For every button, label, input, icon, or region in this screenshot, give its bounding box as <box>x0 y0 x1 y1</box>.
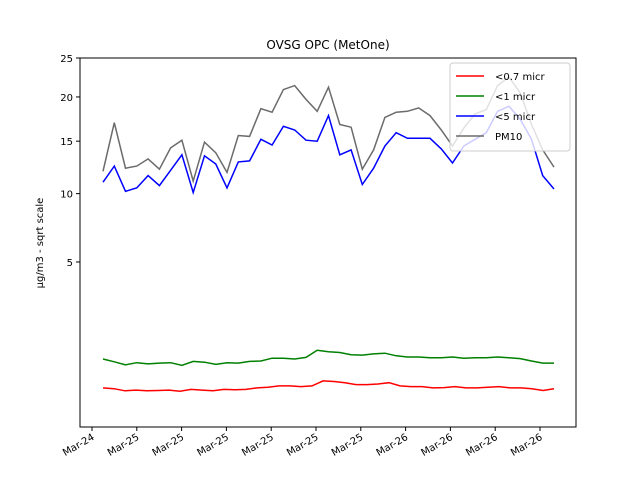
legend-label-1: <1 micr <box>495 92 536 103</box>
legend-label-0: <0.7 micr <box>495 72 545 83</box>
series-line-1 <box>102 349 554 367</box>
y-tick-label-4: 25 <box>60 54 73 65</box>
x-tick-label-6: Mar-25 <box>330 432 365 459</box>
x-tick-label-3: Mar-25 <box>195 432 230 459</box>
legend-label-2: <5 micr <box>495 112 536 123</box>
y-tick-label-3: 20 <box>60 93 73 104</box>
chart-title: OVSG OPC (MetOne) <box>266 38 389 52</box>
x-tick-label-10: Mar-26 <box>509 432 544 459</box>
x-tick-label-2: Mar-25 <box>151 432 186 459</box>
y-tick-label-1: 10 <box>60 190 73 201</box>
legend-label-3: PM10 <box>495 132 522 143</box>
y-tick-label-2: 15 <box>60 137 73 148</box>
plot-frame <box>79 57 577 428</box>
series-line-0 <box>102 380 555 392</box>
x-tick-label-9: Mar-26 <box>464 432 499 459</box>
x-tick-label-5: Mar-25 <box>285 432 320 459</box>
y-axis-label: µg/m3 - sqrt scale <box>35 198 46 289</box>
x-tick-label-8: Mar-26 <box>419 432 454 459</box>
y-tick-label-0: 5 <box>67 258 73 269</box>
x-tick-label-4: Mar-25 <box>240 432 275 459</box>
x-tick-label-1: Mar-25 <box>106 432 141 459</box>
x-tick-label-0: Mar-24 <box>61 432 96 459</box>
legend-box <box>449 62 571 152</box>
x-tick-label-7: Mar-26 <box>375 432 410 459</box>
legend: <0.7 micr <1 micr <5 micr PM10 <box>449 62 571 152</box>
